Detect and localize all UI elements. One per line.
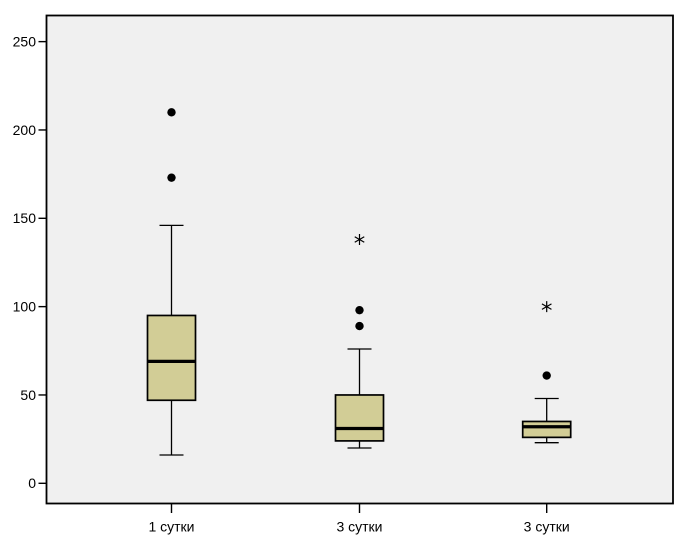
- x-axis-category-label: 1 сутки: [148, 519, 194, 535]
- outlier-dot: [355, 321, 364, 331]
- y-axis-tick-label: 200: [13, 122, 37, 138]
- extreme-asterisk-marker: [354, 233, 365, 245]
- y-axis-tick-label: 250: [13, 34, 37, 50]
- asterisk-stroke: [354, 236, 365, 243]
- y-axis-tick-label: 0: [28, 475, 36, 491]
- iqr-box: [521, 420, 572, 439]
- iqr-box: [146, 314, 197, 402]
- x-axis-category-label: 3 сутки: [336, 519, 382, 535]
- asterisk-stroke: [541, 303, 552, 310]
- outlier-dot: [355, 305, 364, 315]
- outlier-dot: [167, 108, 176, 117]
- outlier-dot: [167, 173, 176, 182]
- iqr-box: [334, 394, 385, 442]
- extreme-asterisk-marker: [541, 301, 552, 313]
- box-group: [521, 301, 572, 444]
- y-axis-tick-label: 50: [20, 387, 36, 403]
- outlier-dot: [542, 371, 551, 380]
- y-axis-tick-label: 100: [13, 299, 37, 315]
- box-group: [146, 108, 197, 456]
- x-axis-category-label: 3 сутки: [524, 519, 570, 535]
- y-axis-tick-label: 150: [13, 210, 37, 226]
- box-group: [334, 233, 385, 449]
